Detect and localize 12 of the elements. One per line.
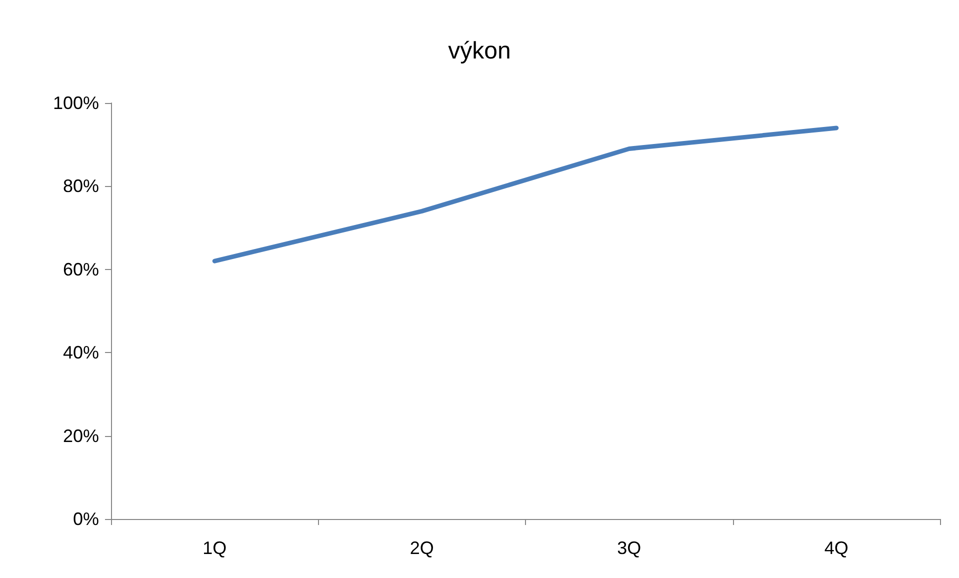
y-tick-label: 40%: [62, 342, 99, 363]
y-tick-label: 0%: [72, 509, 99, 529]
chart-title: výkon: [448, 38, 511, 64]
x-tick-label: 3Q: [617, 538, 642, 558]
x-tick-label: 1Q: [202, 538, 227, 558]
line-series: [212, 126, 839, 264]
x-tick-label: 4Q: [824, 538, 848, 558]
y-tick-label: 100%: [52, 93, 99, 113]
x-tick-label: 2Q: [410, 538, 434, 558]
y-tick-label: 80%: [62, 176, 99, 196]
y-tick-label: 60%: [62, 259, 99, 280]
y-tick-label: 20%: [62, 426, 99, 446]
